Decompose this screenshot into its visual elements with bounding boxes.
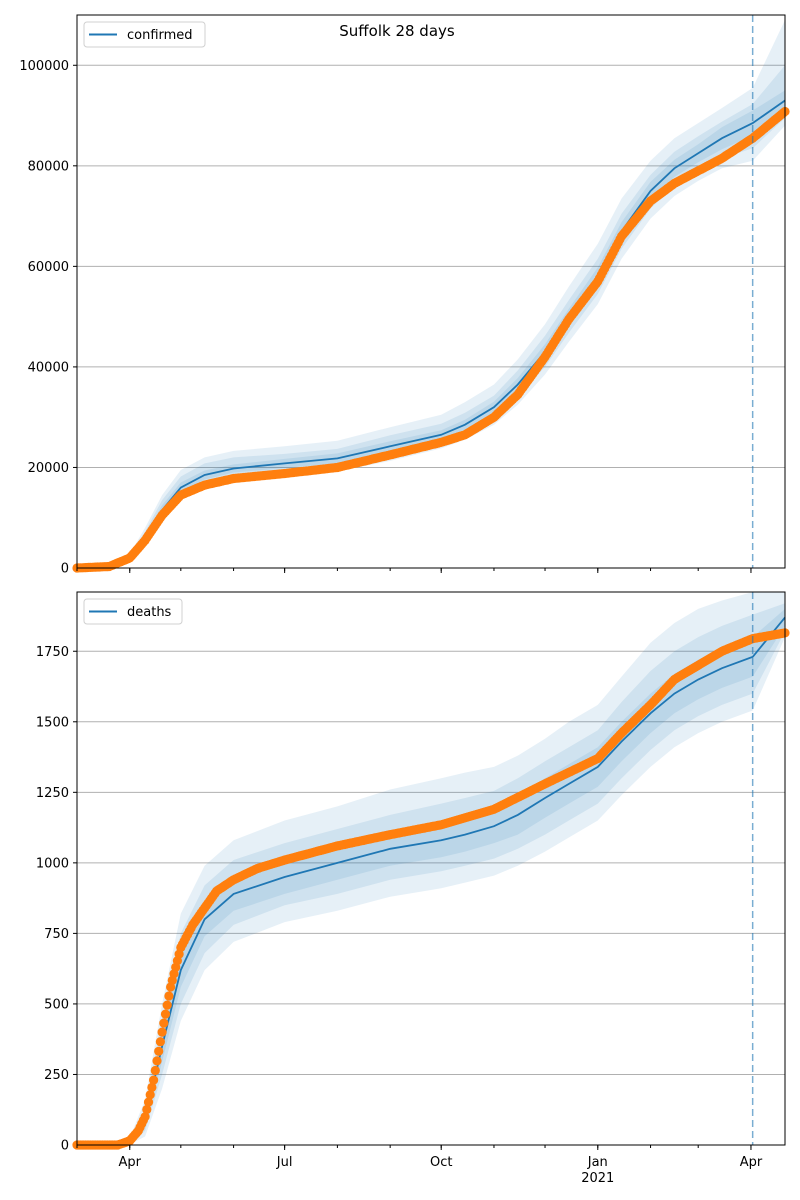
uncertainty-band [77,592,785,1145]
y-tick-label: 80000 [28,159,69,174]
deaths-panel: 0 250 500 750 1000 1250 1500 1750 deaths [36,591,790,1154]
y-tick-label: 100000 [19,59,69,74]
legend-box [83,21,206,48]
legend-label: confirmed [127,28,193,43]
observed-point [142,1104,152,1115]
observed-point [162,1000,172,1010]
observed-point [147,1082,157,1092]
legend: confirmed [83,21,206,48]
observed-point [155,1037,165,1047]
y-tick-label: 750 [44,927,69,942]
observed-point [154,1046,164,1056]
observed-series [72,628,790,1150]
y-tick-label: 1750 [36,645,69,660]
y-tick-label: 1500 [36,715,69,730]
y-tick-label: 0 [61,562,69,577]
observed-point [157,1027,167,1037]
x-tick-label: Jul [276,1155,293,1170]
legend: deaths [83,598,183,625]
observed-point [159,1018,169,1028]
y-tick-label: 40000 [28,360,69,375]
x-tick-label: Apr [119,1155,142,1170]
uncertainty-band [77,90,785,569]
chart-title: Suffolk 28 days [339,22,455,40]
observed-point [152,1056,162,1066]
model-line [77,616,786,1146]
y-tick-label: 20000 [28,461,69,476]
x-tick-year-label: 2021 [581,1171,614,1186]
observed-point [164,991,174,1001]
y-tick-label: 0 [61,1139,69,1154]
y-tick-label: 60000 [28,260,69,275]
confirmed-panel: 0 20000 40000 60000 80000 100000 confirmed [19,14,790,577]
y-tick-label: 250 [44,1068,69,1083]
uncertainty-band [77,603,785,1145]
legend-box [83,598,183,625]
legend-label: deaths [127,605,172,620]
observed-point [140,1112,150,1122]
x-tick-label: Apr [740,1155,763,1170]
plot-frame [76,14,786,569]
plot-frame [76,591,786,1146]
observed-series [72,106,790,573]
y-tick-label: 1250 [36,786,69,801]
observed-point [160,1009,171,1019]
y-tick-label: 500 [44,997,69,1012]
observed-point [145,1090,155,1100]
observed-point [143,1097,154,1107]
y-tick-label: 1000 [36,856,69,871]
observed-point [149,1075,159,1085]
x-tick-label: Jan [587,1155,608,1170]
observed-point [150,1065,160,1076]
x-tick-label: Oct [430,1155,452,1170]
